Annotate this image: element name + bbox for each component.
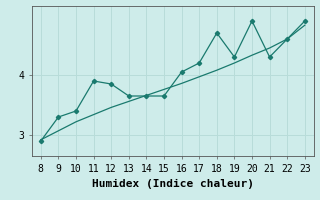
X-axis label: Humidex (Indice chaleur): Humidex (Indice chaleur)	[92, 179, 254, 189]
